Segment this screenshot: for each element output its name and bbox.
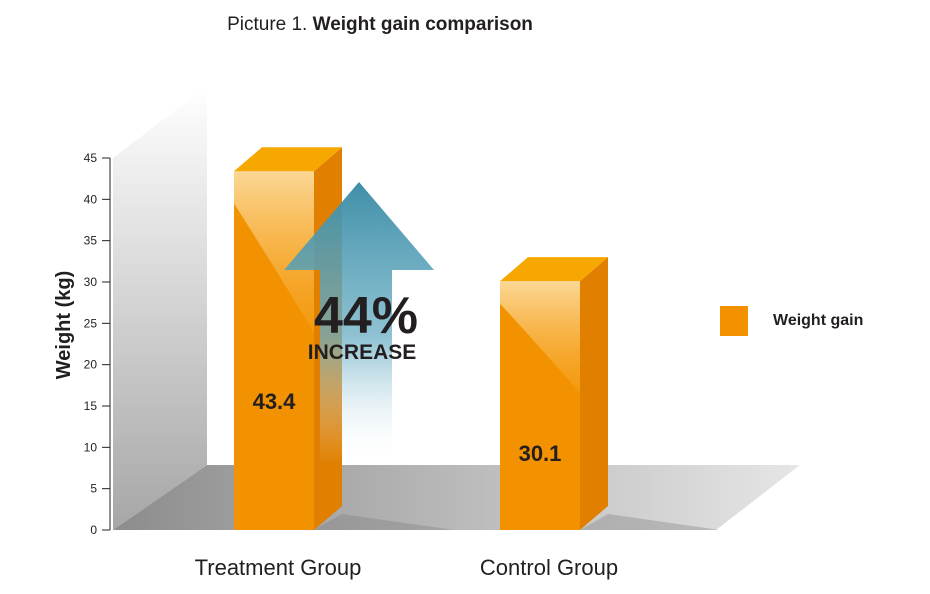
y-tick-label: 40 (84, 192, 98, 206)
category-label-control: Control Group (480, 555, 618, 580)
increase-label: INCREASE (308, 341, 417, 364)
back-wall (113, 86, 207, 530)
legend-swatch (720, 306, 748, 336)
legend-label: Weight gain (773, 312, 864, 329)
y-tick-label: 25 (84, 316, 98, 330)
increase-arrow-icon (284, 182, 434, 465)
legend: Weight gain (720, 306, 863, 336)
chart-title: Picture 1. Weight gain comparison (0, 14, 760, 36)
arrow-shape (284, 182, 434, 465)
bar-value-label: 43.4 (253, 389, 297, 414)
bar-side (580, 257, 608, 530)
y-tick-label: 15 (84, 399, 98, 413)
increase-percent: 44% (314, 287, 418, 345)
floor (113, 465, 800, 530)
title-prefix: Picture 1. (227, 14, 308, 35)
title-main: Weight gain comparison (312, 14, 533, 35)
y-tick-label: 0 (90, 523, 97, 537)
bar-shadow (580, 514, 720, 530)
bar-value-label: 30.1 (519, 441, 562, 466)
bar-shadow (314, 514, 454, 530)
y-axis-title: Weight (kg) (53, 271, 75, 380)
y-tick-label: 10 (84, 440, 98, 454)
y-tick-label: 30 (84, 275, 98, 289)
category-label-treatment: Treatment Group (195, 555, 362, 580)
y-tick-label: 20 (84, 358, 98, 372)
y-tick-label: 5 (90, 482, 97, 496)
y-tick-label: 45 (84, 151, 98, 165)
y-axis-ticks: 0 5 10 15 20 25 30 35 40 45 (84, 151, 110, 537)
bar-highlight (500, 281, 580, 394)
bar-highlight (234, 171, 314, 333)
bar-top (234, 147, 342, 172)
bar-top (500, 257, 608, 282)
y-tick-label: 35 (84, 234, 98, 248)
